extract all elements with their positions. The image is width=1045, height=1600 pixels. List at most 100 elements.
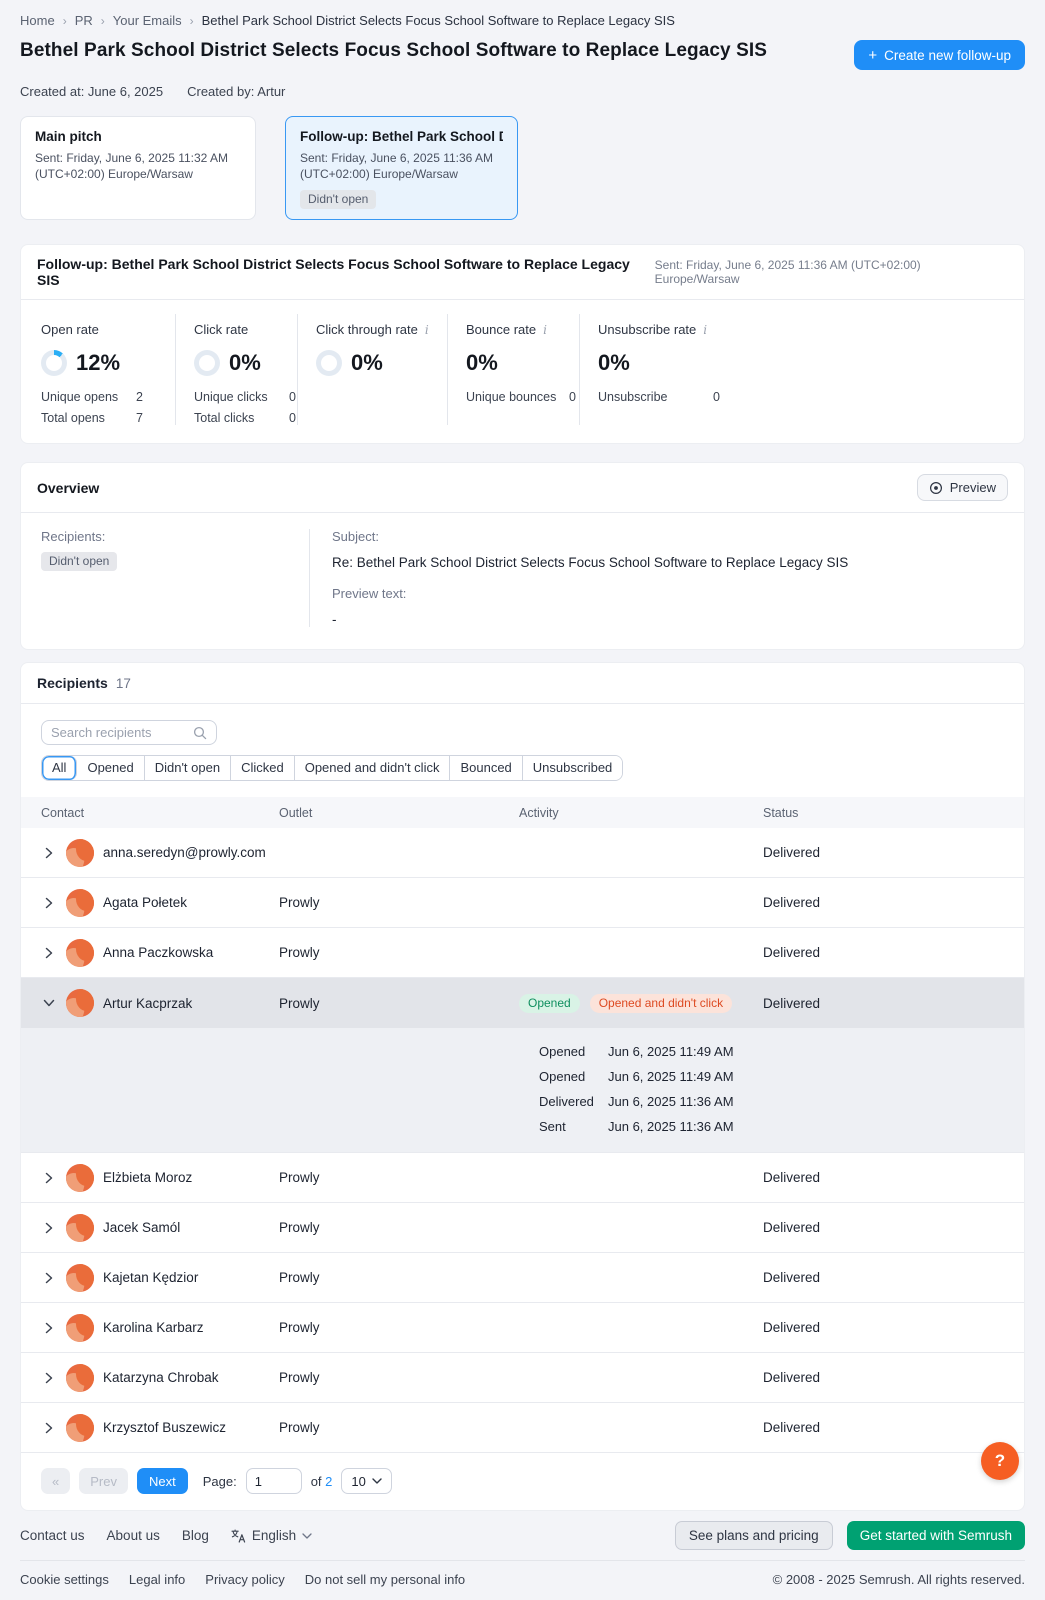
meta-row: Created at: June 6, 2025 Created by: Art… [20,84,1025,99]
contact-cell[interactable]: Jacek Samól [41,1213,279,1242]
card-title: Main pitch [35,129,102,144]
eye-icon [929,481,942,494]
table-row: Katarzyna Chrobak Prowly Delivered [21,1353,1024,1403]
total-pages-link[interactable]: 2 [325,1473,333,1489]
status-value: Delivered [763,895,821,910]
didnt-open-badge: Didn't open [300,190,377,210]
page-title: Bethel Park School District Selects Focu… [20,40,768,61]
first-page-button[interactable]: « [41,1468,71,1494]
follow-up-card[interactable]: Follow-up: Bethel Park School Dist... Se… [285,116,518,220]
table-row: Anna Paczkowska Prowly Delivered [21,928,1024,978]
table-row: Krzysztof Buszewicz Prowly Delivered [21,1403,1024,1453]
expand-chevron-icon[interactable] [41,947,57,959]
table-row: Kajetan Kędzior Prowly Delivered [21,1253,1024,1303]
pagination: « Prev Next Page: of 2 10 [21,1453,1024,1510]
card-title: Follow-up: Bethel Park School Dist... [300,129,503,144]
legal-info-link[interactable]: Legal info [128,1572,186,1587]
filter-all[interactable]: All [42,756,78,780]
avatar [66,1213,94,1242]
filter-bounced[interactable]: Bounced [450,756,523,780]
see-plans-button[interactable]: See plans and pricing [674,1521,833,1550]
expand-chevron-icon[interactable] [41,1222,57,1234]
help-button[interactable]: ? [981,1442,1019,1480]
get-started-button[interactable]: Get started with Semrush [846,1521,1025,1550]
avatar [66,989,94,1017]
next-page-button[interactable]: Next [136,1468,188,1494]
info-icon[interactable]: i [543,322,547,337]
collapse-chevron-icon[interactable] [41,999,57,1007]
table-row: Elżbieta Moroz Prowly Delivered [21,1153,1024,1203]
contact-cell[interactable]: Karolina Karbarz [41,1313,279,1342]
per-page-select[interactable]: 10 [341,1468,392,1494]
prev-page-button[interactable]: Prev [79,1468,128,1494]
contact-cell[interactable]: Agata Połetek [41,888,279,917]
contact-cell[interactable]: Kajetan Kędzior [41,1263,279,1292]
expand-chevron-icon[interactable] [41,1172,57,1184]
expand-chevron-icon[interactable] [41,1322,57,1334]
breadcrumb-your-emails[interactable]: Your Emails [112,13,182,28]
plus-icon: + [868,46,878,64]
contact-cell[interactable]: anna.seredyn@prowly.com [41,838,279,867]
recipients-title: Recipients [37,675,108,691]
contact-cell[interactable]: Elżbieta Moroz [41,1163,279,1192]
search-input[interactable] [51,725,181,740]
expand-chevron-icon[interactable] [41,897,57,909]
table-row-expanded: Artur Kacprzak Prowly Opened Opened and … [21,978,1024,1028]
contact-cell[interactable]: Artur Kacprzak [41,989,279,1017]
contact-cell[interactable]: Anna Paczkowska [41,938,279,967]
blog-link[interactable]: Blog [181,1528,209,1543]
preview-text-value: - [332,612,337,627]
avatar [66,1313,94,1342]
language-selector[interactable]: English [231,1528,312,1543]
filter-opened-didnt-click[interactable]: Opened and didn't click [294,756,451,780]
filter-unsubscribed[interactable]: Unsubscribed [522,756,623,780]
privacy-policy-link[interactable]: Privacy policy [205,1572,285,1587]
expand-chevron-icon[interactable] [41,1272,57,1284]
preview-button[interactable]: Preview [916,474,1008,501]
contact-us-link[interactable]: Contact us [20,1528,85,1543]
stats-title: Follow-up: Bethel Park School District S… [37,256,630,288]
recipients-count: 17 [115,676,131,691]
avatar [66,938,94,967]
breadcrumb: Home › PR › Your Emails › Bethel Park Sc… [20,0,1025,28]
status-value: Delivered [763,945,821,960]
recipient-filters: All Opened Didn't open Clicked Opened an… [41,755,624,781]
avatar [66,1263,94,1292]
search-recipients-box[interactable] [41,720,217,745]
avatar [66,1363,94,1392]
breadcrumb-pr[interactable]: PR [74,13,93,28]
activity-event: Opened Jun 6, 2025 11:49 AM [539,1069,734,1084]
avatar [66,1413,94,1442]
click-through-rate-donut [316,350,342,376]
table-header: Contact Outlet Activity Status [21,797,1024,828]
overview-title: Overview [37,479,100,496]
cookie-settings-link[interactable]: Cookie settings [20,1572,109,1587]
metric-bounce-rate: Bounce rate i 0% Unique bounces 0 [447,314,579,425]
click-rate-donut [194,350,220,376]
expand-chevron-icon[interactable] [41,1372,57,1384]
breadcrumb-home[interactable]: Home [20,13,55,28]
status-value: Delivered [763,1220,821,1235]
main-pitch-card[interactable]: Main pitch Sent: Friday, June 6, 2025 11… [20,116,256,220]
card-sent-info: Sent: Friday, June 6, 2025 11:32 AM (UTC… [35,151,229,182]
info-icon[interactable]: i [703,322,708,337]
activity-detail: Opened Jun 6, 2025 11:49 AM Opened Jun 6, … [21,1028,1024,1153]
subject-value: Re: Bethel Park School District Selects … [332,555,849,570]
about-us-link[interactable]: About us [106,1528,160,1543]
metric-click-through-rate: Click through rate i 0% [297,314,447,425]
page-number-input[interactable] [245,1468,302,1494]
page-label: Page: [202,1473,237,1489]
filter-didnt-open[interactable]: Didn't open [144,756,232,780]
created-by: Created by: Artur [187,84,286,99]
contact-cell[interactable]: Katarzyna Chrobak [41,1363,279,1392]
filter-opened[interactable]: Opened [77,756,145,780]
copyright: © 2008 - 2025 Semrush. All rights reserv… [772,1572,1025,1587]
do-not-sell-link[interactable]: Do not sell my personal info [304,1572,466,1587]
filter-clicked[interactable]: Clicked [231,756,295,780]
expand-chevron-icon[interactable] [41,847,57,859]
contact-cell[interactable]: Krzysztof Buszewicz [41,1413,279,1442]
info-icon[interactable]: i [424,322,429,337]
expand-chevron-icon[interactable] [41,1422,57,1434]
create-follow-up-button[interactable]: + Create new follow-up [854,40,1025,70]
